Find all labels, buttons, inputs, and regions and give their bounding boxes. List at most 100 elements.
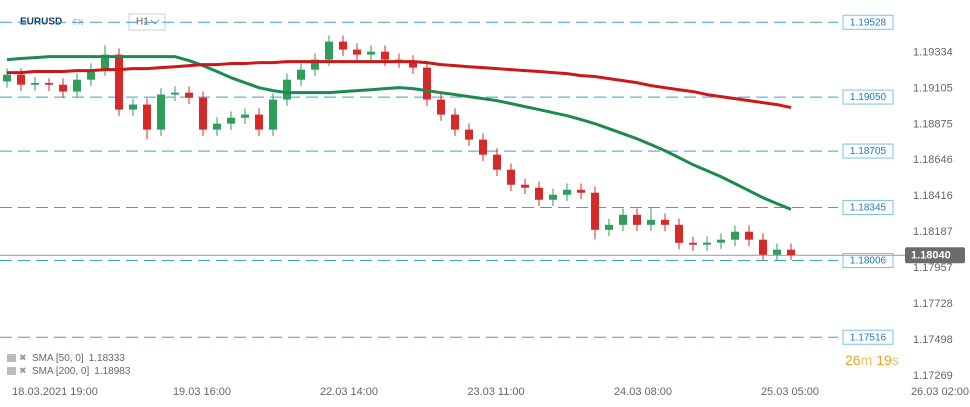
y-tick-label: 1.17498 — [913, 334, 953, 346]
candle-body — [353, 49, 361, 55]
legend-value: 1.18983 — [94, 366, 131, 377]
candle-body — [325, 41, 333, 60]
timer-minutes-unit: m — [861, 352, 873, 368]
candle-body — [17, 74, 25, 85]
candle-body — [157, 94, 165, 130]
candle-body — [773, 249, 781, 255]
candle-body — [339, 41, 347, 50]
candle-body — [185, 92, 193, 98]
candle-body — [759, 239, 767, 255]
legend-name: SMA [50, 0] — [32, 353, 84, 364]
sma-line — [6, 55, 792, 211]
timer: 26m 19s — [845, 352, 899, 368]
candle-body — [521, 184, 529, 188]
candle-body — [115, 54, 123, 110]
candle-body — [143, 104, 151, 130]
y-tick-label: 1.18646 — [913, 154, 953, 166]
candle-body — [661, 219, 669, 225]
legend-icon — [7, 367, 16, 375]
candle-body — [367, 51, 375, 55]
timer-seconds: 19 — [876, 352, 892, 368]
y-tick-label: 1.17957 — [913, 262, 953, 274]
candle-body — [129, 104, 137, 110]
y-tick-label: 1.19334 — [913, 47, 953, 59]
y-tick-label: 1.17269 — [913, 370, 953, 382]
candle-body — [577, 189, 585, 193]
legend-close: ✖ — [19, 352, 27, 362]
level-label: 1.19050 — [850, 92, 887, 103]
candle-body — [605, 224, 613, 230]
candle-body — [381, 51, 389, 60]
level-label-box — [842, 253, 894, 269]
level-label-box — [842, 329, 894, 345]
candle-body — [689, 242, 697, 245]
x-tick-label: 22.03 14:00 — [320, 386, 378, 398]
legend-close: ✖ — [19, 365, 27, 375]
candle-body — [213, 123, 221, 130]
y-tick-label: 1.18416 — [913, 190, 953, 202]
candle-body — [507, 169, 515, 185]
legend-entry: SMA [50, 0] 1.18333 — [32, 353, 125, 364]
level-label: 1.19528 — [850, 17, 887, 28]
current-price-box — [905, 247, 965, 264]
x-tick-label: 25.03 05:00 — [761, 386, 819, 398]
candle-body — [479, 139, 487, 155]
candle-body — [619, 214, 627, 225]
candle-body — [269, 99, 277, 130]
candle-body — [423, 67, 431, 100]
current-price-label: 1.18040 — [911, 250, 951, 262]
candle-body — [675, 224, 683, 243]
legend-entry: SMA [200, 0] 1.18983 — [32, 366, 131, 377]
candle-body — [437, 99, 445, 115]
candle-body — [745, 231, 753, 240]
candle-body — [255, 114, 263, 130]
candle-body — [591, 192, 599, 230]
candle-body — [409, 61, 417, 68]
y-tick-label: 1.17728 — [913, 298, 953, 310]
candle-body — [241, 114, 249, 118]
candle-body — [535, 187, 543, 200]
legend-name: SMA [200, 0] — [32, 366, 89, 377]
level-label-box — [842, 14, 894, 30]
level-label: 1.17516 — [850, 332, 887, 343]
candle-body — [59, 84, 67, 92]
candle-body — [199, 97, 207, 130]
x-tick-label: 24.03 08:00 — [614, 386, 672, 398]
sma-line — [7, 60, 792, 110]
candle-body — [703, 242, 711, 245]
level-label-box — [842, 199, 894, 215]
candle-body — [633, 214, 641, 225]
level-label: 1.18006 — [850, 256, 887, 267]
interval-caret — [150, 19, 160, 25]
y-tick-label: 1.19105 — [913, 82, 953, 94]
candle-body — [731, 231, 739, 240]
level-label-box — [842, 89, 894, 105]
level-label: 1.18345 — [850, 203, 887, 214]
candle-body — [717, 239, 725, 243]
candle-body — [451, 114, 459, 130]
level-label-box — [842, 143, 894, 159]
candle-body — [31, 82, 39, 85]
y-tick-label: 1.18875 — [913, 118, 953, 130]
candle-body — [787, 249, 795, 256]
x-tick-label: 18.03.2021 19:00 — [12, 386, 98, 398]
candle-body — [101, 54, 109, 70]
candle-body — [227, 117, 235, 124]
candle-body — [283, 79, 291, 100]
y-tick-label: 1.18187 — [913, 226, 953, 238]
candle-body — [45, 82, 53, 85]
x-tick-label: 19.03 16:00 — [173, 386, 231, 398]
x-tick-label: 26.03 02:00 — [911, 386, 969, 398]
candle-body — [563, 189, 571, 195]
candle-body — [73, 79, 81, 92]
x-tick-label: 23.03 11:00 — [467, 386, 524, 398]
timer-minutes: 26 — [845, 352, 861, 368]
candle-body — [493, 154, 501, 170]
candle-body — [171, 92, 179, 95]
interval[interactable]: H1 — [136, 17, 149, 28]
candle-body — [87, 69, 95, 80]
candle-body — [297, 69, 305, 80]
timer-seconds-unit: s — [892, 352, 899, 368]
legend-icon — [7, 354, 16, 362]
